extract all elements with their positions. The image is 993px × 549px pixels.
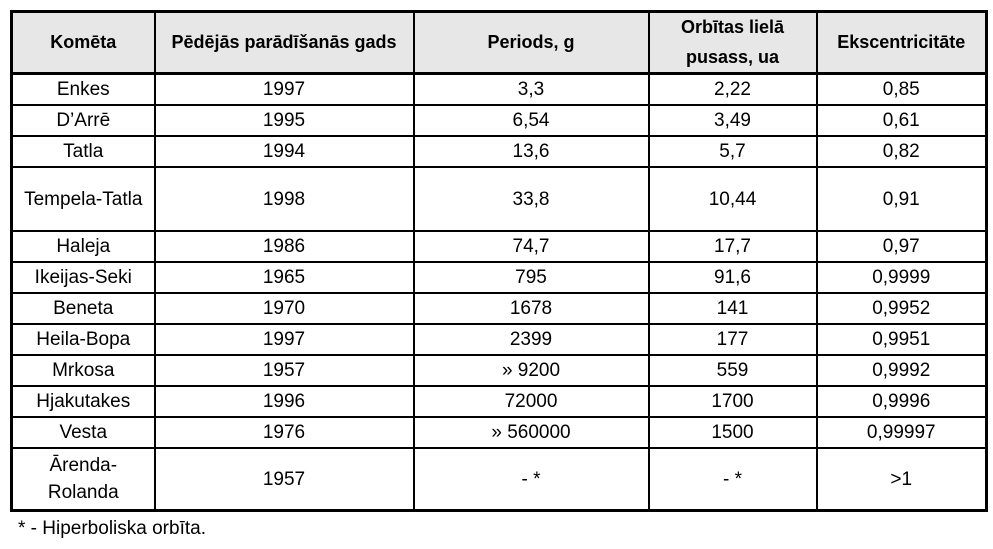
semi-major-axis-cell: 17,7 (647, 230, 818, 264)
last-appearance-year-cell: 1986 (153, 230, 415, 264)
eccentricity-cell: 0,9992 (815, 354, 988, 388)
last-appearance-year-cell: 1997 (153, 323, 415, 357)
eccentricity-cell: 0,61 (815, 104, 988, 138)
period-cell: 3,3 (412, 72, 650, 107)
header-cell-eccentricity: Ekscentricitāte (815, 10, 988, 76)
semi-major-axis-cell: 177 (647, 323, 818, 357)
table-row: Beneta 1970 1678 141 0,9952 (10, 292, 988, 326)
semi-major-axis-cell: 5,7 (647, 135, 818, 169)
eccentricity-cell: 0,91 (815, 166, 988, 233)
eccentricity-cell: 0,9996 (815, 385, 988, 419)
last-appearance-year-cell: 1998 (153, 166, 415, 233)
period-cell: - * (412, 447, 650, 512)
last-appearance-year-cell: 1997 (153, 72, 415, 107)
header-row: Komēta Pēdējās parādīšanās gads Periods,… (10, 10, 988, 76)
last-appearance-year-cell: 1970 (153, 292, 415, 326)
semi-major-axis-cell: 559 (647, 354, 818, 388)
eccentricity-cell: 0,99997 (815, 416, 988, 450)
last-appearance-year-cell: 1957 (153, 447, 415, 512)
eccentricity-cell: 0,85 (815, 72, 988, 107)
eccentricity-cell: 0,9999 (815, 261, 988, 295)
last-appearance-year-cell: 1965 (153, 261, 415, 295)
table-row: Haleja 1986 74,7 17,7 0,97 (10, 230, 988, 264)
period-cell: 1678 (412, 292, 650, 326)
semi-major-axis-cell: - * (647, 447, 818, 512)
semi-major-axis-cell: 91,6 (647, 261, 818, 295)
eccentricity-cell: 0,9951 (815, 323, 988, 357)
comet-name-cell: Tatla (10, 135, 156, 169)
table-row: Tempela-Tatla 1998 33,8 10,44 0,91 (10, 166, 988, 233)
comet-name-cell: Mrkosa (10, 354, 156, 388)
last-appearance-year-cell: 1976 (153, 416, 415, 450)
comet-name-cell: D’Arrē (10, 104, 156, 138)
semi-major-axis-cell: 10,44 (647, 166, 818, 233)
table-row: Tatla 1994 13,6 5,7 0,82 (10, 135, 988, 169)
period-cell: 2399 (412, 323, 650, 357)
comet-name-cell: Ikeijas-Seki (10, 261, 156, 295)
eccentricity-cell: 0,97 (815, 230, 988, 264)
last-appearance-year-cell: 1957 (153, 354, 415, 388)
table-row: Hjakutakes 1996 72000 1700 0,9996 (10, 385, 988, 419)
eccentricity-cell: 0,82 (815, 135, 988, 169)
table-row: Enkes 1997 3,3 2,22 0,85 (10, 72, 988, 107)
comet-name-cell: Enkes (10, 72, 156, 107)
eccentricity-cell: >1 (815, 447, 988, 512)
comet-name-cell: Tempela-Tatla (10, 166, 156, 233)
header-cell-last-appearance-year: Pēdējās parādīšanās gads (153, 10, 415, 76)
eccentricity-cell: 0,9952 (815, 292, 988, 326)
period-cell: » 560000 (412, 416, 650, 450)
comet-name-cell: Hjakutakes (10, 385, 156, 419)
period-cell: 72000 (412, 385, 650, 419)
last-appearance-year-cell: 1995 (153, 104, 415, 138)
last-appearance-year-cell: 1994 (153, 135, 415, 169)
period-cell: 13,6 (412, 135, 650, 169)
table-row: Ikeijas-Seki 1965 795 91,6 0,9999 (10, 261, 988, 295)
table-row: Vesta 1976» 560000 1500 0,99997 (10, 416, 988, 450)
comet-name-cell: Haleja (10, 230, 156, 264)
period-cell: 6,54 (412, 104, 650, 138)
table-row: Mrkosa 1957» 9200 559 0,9992 (10, 354, 988, 388)
last-appearance-year-cell: 1996 (153, 385, 415, 419)
comet-table: Komēta Pēdējās parādīšanās gads Periods,… (10, 10, 988, 513)
header-cell-period: Periods, g (412, 10, 650, 76)
table-row: D’Arrē 1995 6,54 3,49 0,61 (10, 104, 988, 138)
period-cell: » 9200 (412, 354, 650, 388)
footnote: * - Hiperboliska orbīta. (18, 518, 206, 540)
comet-table-body: Enkes 1997 3,3 2,22 0,85 D’Arrē 1995 6,54 3,49 0,… (10, 72, 988, 512)
period-cell: 33,8 (412, 166, 650, 233)
comet-name-cell: Vesta (10, 416, 156, 450)
header-cell-comet: Komēta (10, 10, 156, 76)
comet-name-cell: Ārenda-Rolanda (10, 447, 156, 512)
table-row: Heila-Bopa 1997 2399 177 0,9951 (10, 323, 988, 357)
header-cell-semi-major-axis: Orbītas lielā pusass, ua (647, 10, 818, 76)
comet-name-cell: Beneta (10, 292, 156, 326)
semi-major-axis-cell: 1700 (647, 385, 818, 419)
semi-major-axis-cell: 2,22 (647, 72, 818, 107)
period-cell: 74,7 (412, 230, 650, 264)
semi-major-axis-cell: 3,49 (647, 104, 818, 138)
comet-name-cell: Heila-Bopa (10, 323, 156, 357)
comet-table-header: Komēta Pēdējās parādīšanās gads Periods,… (10, 10, 988, 76)
semi-major-axis-cell: 1500 (647, 416, 818, 450)
table-row: Ārenda-Rolanda 1957- * - * >1 (10, 447, 988, 512)
semi-major-axis-cell: 141 (647, 292, 818, 326)
period-cell: 795 (412, 261, 650, 295)
